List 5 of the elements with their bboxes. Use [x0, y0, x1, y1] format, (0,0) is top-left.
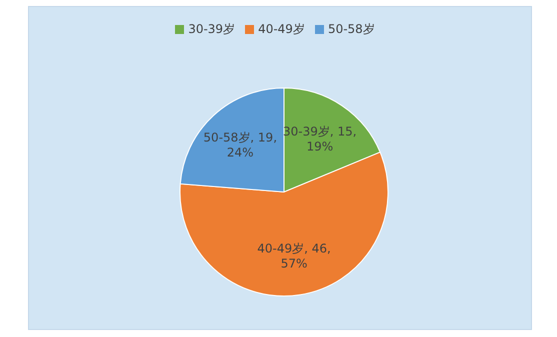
- legend-label: 30-39岁: [188, 22, 236, 36]
- legend-label: 50-58岁: [328, 22, 375, 36]
- data-label: 40-49岁, 46, 57%: [257, 242, 331, 271]
- data-label: 50-58岁, 19, 24%: [203, 130, 278, 160]
- legend-label: 40-49岁: [258, 22, 305, 36]
